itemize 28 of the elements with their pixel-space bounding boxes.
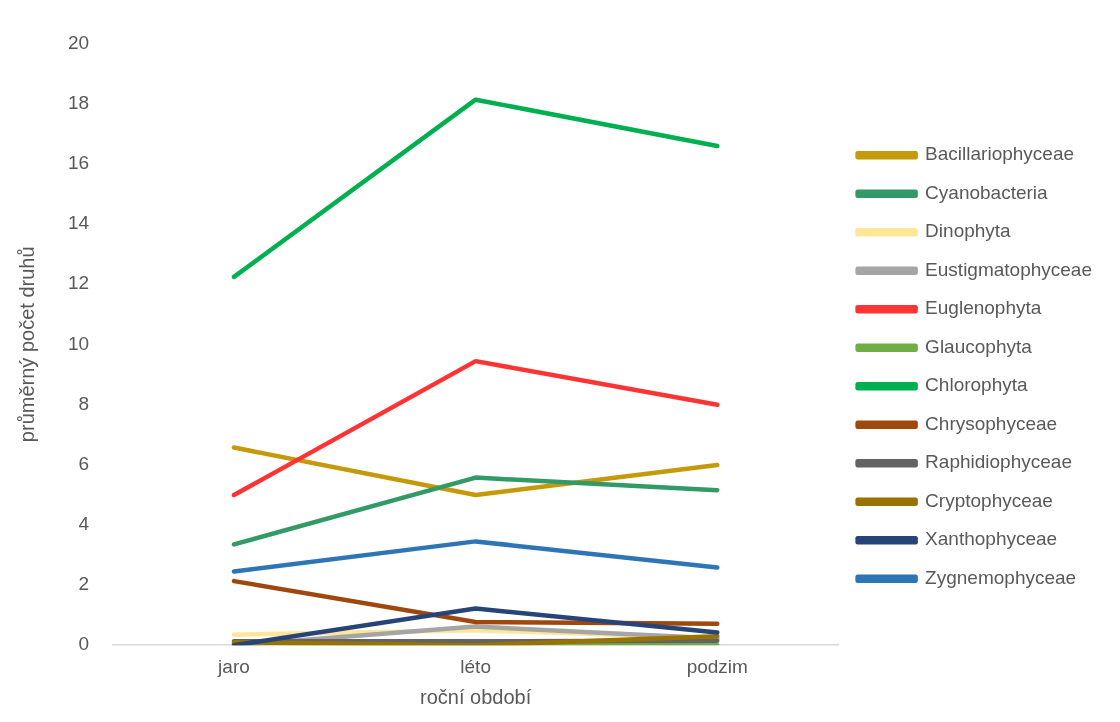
legend-label: Euglenophyta xyxy=(925,297,1042,319)
y-tick-label: 18 xyxy=(67,91,90,113)
legend-label: Eustigmatophyceae xyxy=(925,258,1093,280)
legend-label: Xanthophyceae xyxy=(925,528,1058,550)
y-tick-label: 20 xyxy=(67,31,90,53)
legend-label: Cryptophyceae xyxy=(925,489,1053,511)
x-tick-label: léto xyxy=(460,655,491,677)
y-axis-title: průměrný počet druhů xyxy=(15,246,38,443)
legend-label: Dinophyta xyxy=(925,220,1012,242)
x-tick-label: jaro xyxy=(217,655,250,677)
y-tick-label: 16 xyxy=(67,151,90,173)
legend-label: Cyanobacteria xyxy=(925,181,1049,203)
x-axis-title: roční období xyxy=(420,685,532,708)
legend-label: Chrysophyceae xyxy=(925,412,1058,434)
legend-label: Raphidiophyceae xyxy=(925,451,1072,473)
y-tick-label: 2 xyxy=(78,573,90,595)
y-tick-label: 6 xyxy=(78,452,90,474)
y-tick-label: 10 xyxy=(67,332,90,354)
legend-label: Chlorophyta xyxy=(925,374,1028,396)
y-tick-label: 4 xyxy=(78,513,90,535)
y-tick-label: 0 xyxy=(78,633,90,655)
x-tick-label: podzim xyxy=(686,655,748,677)
y-tick-label: 8 xyxy=(78,392,90,414)
legend-label: Bacillariophyceae xyxy=(925,143,1075,165)
y-tick-label: 12 xyxy=(67,272,90,294)
y-tick-label: 14 xyxy=(67,212,90,234)
legend-label: Zygnemophyceae xyxy=(925,566,1077,588)
legend-label: Glaucophyta xyxy=(925,335,1033,357)
